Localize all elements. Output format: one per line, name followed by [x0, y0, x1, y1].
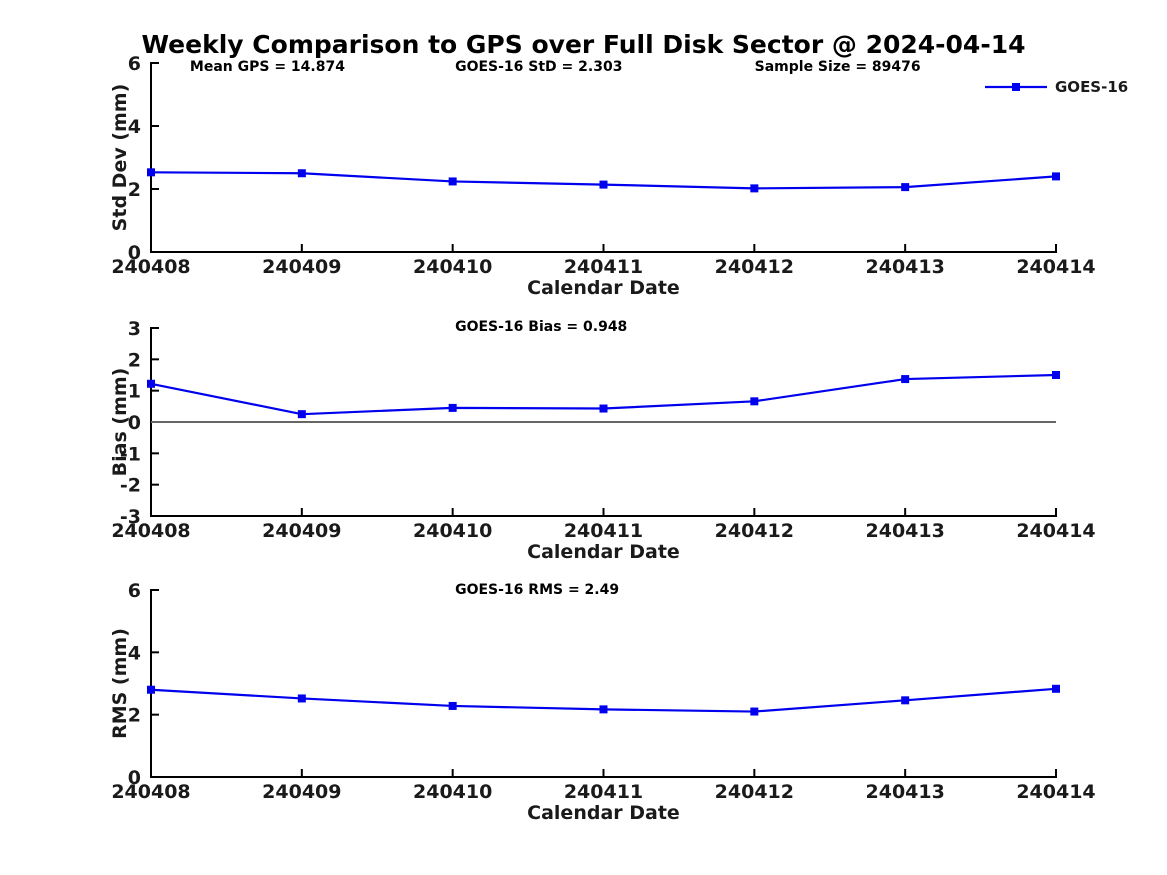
x-tick-label: 240409	[262, 256, 341, 278]
data-point-marker	[1052, 684, 1060, 693]
x-tick-label: 240414	[1016, 256, 1095, 278]
x-tick-label: 240414	[1016, 520, 1095, 542]
y-tick-label: 0	[128, 242, 141, 264]
data-point-marker	[147, 685, 155, 694]
data-point-marker	[297, 169, 306, 178]
data-point-marker	[1052, 371, 1060, 379]
x-tick-label: 240412	[715, 520, 794, 542]
data-point-marker	[599, 404, 608, 413]
y-tick-label: -2	[120, 475, 141, 497]
data-point-marker	[1052, 172, 1060, 181]
std-dev-plot: 0 2 4 6 240408 240409 240410 240411 240412 240413…	[109, 53, 1096, 299]
y-tick-label: 6	[128, 53, 141, 75]
x-tick-label: 240412	[715, 781, 794, 803]
y-tick-label: 0	[128, 767, 141, 789]
data-point-marker	[297, 410, 306, 419]
data-point-marker	[147, 379, 155, 388]
y-tick-label: -3	[120, 506, 141, 528]
data-point-marker	[901, 375, 910, 384]
x-tick-label: 240411	[564, 520, 643, 542]
x-tick-label: 240414	[1016, 781, 1095, 803]
legend-label: GOES-16	[1055, 78, 1129, 96]
y-axis-label: Std Dev (mm)	[109, 84, 131, 232]
x-tick-label: 240412	[715, 256, 794, 278]
x-tick-label: 240413	[866, 781, 945, 803]
x-axis-label: Calendar Date	[527, 277, 680, 299]
data-point-marker	[448, 177, 457, 186]
x-tick-label: 240410	[413, 781, 492, 803]
data-point-marker	[297, 694, 306, 703]
data-point-marker	[448, 701, 457, 710]
data-point-marker	[901, 183, 910, 192]
y-axis-label: RMS (mm)	[109, 628, 131, 739]
bias-plot: -3 -2 -1 0 1 2 3 240408 240409 240410 240411 240412…	[109, 318, 1096, 563]
y-tick-label: 2	[128, 179, 141, 201]
x-tick-label: 240410	[413, 256, 492, 278]
x-tick-label: 240411	[564, 781, 643, 803]
data-point-marker	[750, 184, 759, 193]
figure-title: Weekly Comparison to GPS over Full Disk …	[141, 30, 1026, 59]
std-dev-annotation: Mean GPS = 14.874	[190, 59, 345, 75]
data-point-marker	[599, 705, 608, 714]
y-tick-label: 4	[128, 642, 141, 664]
y-tick-label: 4	[128, 116, 141, 138]
x-tick-label: 240408	[111, 520, 190, 542]
x-tick-label: 240409	[262, 520, 341, 542]
y-tick-label: 3	[128, 318, 141, 340]
data-point-marker	[448, 403, 457, 412]
y-tick-label: 6	[128, 580, 141, 602]
y-tick-label: 2	[128, 349, 141, 371]
y-tick-label: 1	[128, 381, 141, 403]
y-tick-label: -1	[120, 443, 141, 465]
legend-line-marker-icon	[985, 83, 1047, 91]
std-dev-annotation: Sample Size = 89476	[755, 59, 921, 75]
x-tick-label: 240411	[564, 256, 643, 278]
x-axis-label: Calendar Date	[527, 802, 680, 824]
data-point-marker	[147, 168, 155, 177]
data-point-marker	[599, 180, 608, 189]
rms-annotation: GOES-16 RMS = 2.49	[455, 582, 619, 598]
x-tick-label: 240413	[866, 256, 945, 278]
std-dev-annotation: GOES-16 StD = 2.303	[455, 59, 622, 75]
y-axis-label: Bias (mm)	[109, 368, 131, 477]
x-tick-label: 240408	[111, 256, 190, 278]
data-point-marker	[750, 707, 759, 716]
x-axis-label: Calendar Date	[527, 541, 680, 563]
x-tick-label: 240413	[866, 520, 945, 542]
bias-annotation: GOES-16 Bias = 0.948	[455, 319, 627, 335]
rms-plot: 0 2 4 6 240408 240409 240410 240411 240412 240413…	[109, 580, 1096, 824]
data-point-marker	[901, 696, 910, 705]
x-tick-label: 240409	[262, 781, 341, 803]
y-tick-label: 2	[128, 705, 141, 727]
data-point-marker	[750, 397, 759, 406]
x-tick-label: 240408	[111, 781, 190, 803]
x-tick-label: 240410	[413, 520, 492, 542]
legend: GOES-16	[984, 78, 1128, 96]
y-tick-label: 0	[128, 412, 141, 434]
